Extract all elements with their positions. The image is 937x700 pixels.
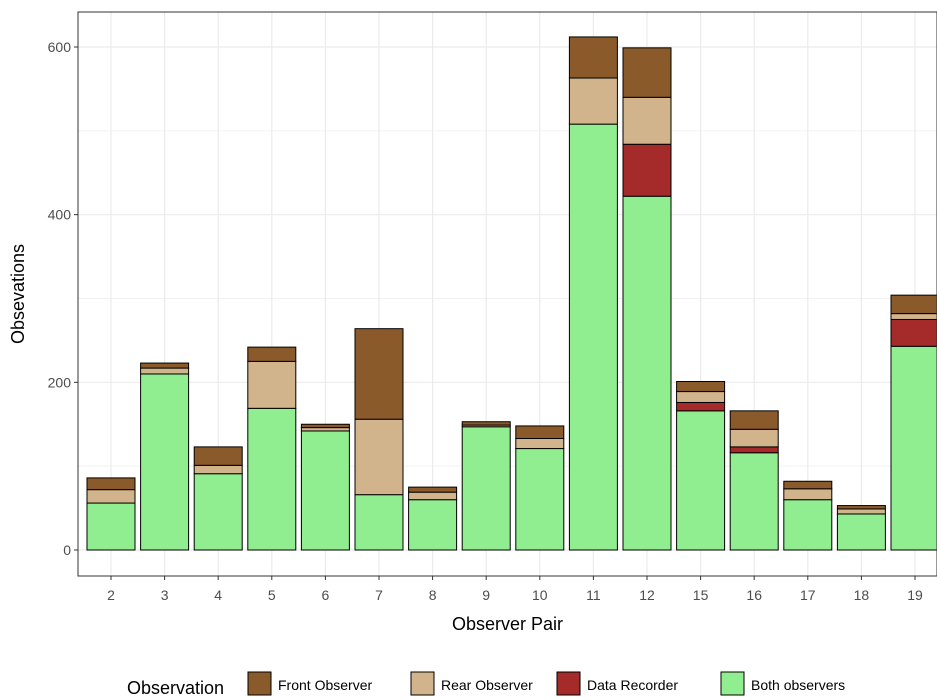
bar-segment-rear-observer (676, 391, 726, 403)
x-tick-label: 7 (375, 587, 383, 603)
x-tick-label: 12 (639, 587, 655, 603)
legend: Observation Front Observer Rear Observer D… (127, 671, 845, 698)
bar-segment-front-observer (408, 486, 458, 493)
bar-segment-data-recorder (729, 446, 779, 454)
y-tick-label: 200 (48, 374, 72, 390)
bar-segment-rear-observer (140, 367, 190, 375)
bar-segment-both-observers (515, 448, 565, 551)
x-tick-label: 10 (532, 587, 548, 603)
bar-segment-both-observers (729, 452, 779, 551)
bar-segment-both-observers (247, 407, 297, 551)
legend-key-front-observer (247, 671, 272, 696)
x-tick-label: 6 (322, 587, 330, 603)
bar-segment-rear-observer (515, 438, 565, 450)
bar-segment-front-observer (354, 328, 404, 420)
bar-segment-rear-observer (568, 77, 618, 125)
bar-segment-front-observer (729, 410, 779, 430)
bar-segment-data-recorder (676, 401, 726, 412)
bars (86, 36, 937, 551)
bar-segment-both-observers (300, 430, 350, 551)
x-tick-label: 19 (907, 587, 923, 603)
bar-segment-both-observers (783, 499, 833, 551)
x-tick-label: 3 (161, 587, 169, 603)
y-tick-label: 600 (48, 39, 72, 55)
x-axis: 2 3 4 5 6 7 8 9 10 11 12 15 16 17 18 19 (107, 576, 923, 603)
bar-segment-both-observers (461, 426, 511, 551)
x-tick-label: 8 (429, 587, 437, 603)
legend-label-both-observers: Both observers (751, 677, 845, 693)
bar-segment-front-observer (193, 446, 243, 466)
bar-segment-both-observers (193, 473, 243, 551)
legend-key-rear-observer (410, 671, 435, 696)
x-tick-label: 9 (482, 587, 490, 603)
y-axis-title: Obsevations (8, 244, 28, 344)
bar-segment-front-observer (86, 477, 136, 491)
bar-segment-both-observers (140, 373, 190, 551)
bar-segment-rear-observer (622, 96, 672, 145)
bar-segment-rear-observer (193, 464, 243, 475)
bar-segment-rear-observer (86, 489, 136, 504)
bar-segment-front-observer (783, 480, 833, 490)
bar-segment-rear-observer (354, 418, 404, 496)
y-tick-label: 0 (63, 542, 71, 558)
x-tick-label: 5 (268, 587, 276, 603)
x-tick-label: 16 (746, 587, 762, 603)
bar-segment-both-observers (568, 123, 618, 551)
bar-segment-rear-observer (836, 508, 886, 515)
bar-segment-front-observer (515, 425, 565, 440)
bar-segment-both-observers (890, 345, 937, 551)
bar-segment-front-observer (461, 421, 511, 426)
x-tick-label: 17 (800, 587, 816, 603)
legend-label-front-observer: Front Observer (278, 677, 372, 693)
bar-segment-both-observers (676, 410, 726, 551)
bar-segment-data-recorder (890, 318, 937, 347)
bar-segment-front-observer (622, 47, 672, 98)
legend-key-both-observers (720, 671, 745, 696)
x-axis-title: Observer Pair (452, 614, 563, 634)
bar-segment-both-observers (408, 499, 458, 551)
x-tick-label: 18 (854, 587, 870, 603)
bar-segment-rear-observer (300, 427, 350, 432)
x-tick-label: 11 (586, 587, 601, 603)
bar-segment-front-observer (676, 380, 726, 393)
bar-segment-both-observers (836, 513, 886, 551)
bar-segment-rear-observer (408, 491, 458, 501)
bar-segment-front-observer (300, 423, 350, 429)
legend-label-rear-observer: Rear Observer (441, 677, 533, 693)
legend-label-data-recorder: Data Recorder (587, 677, 678, 693)
bar-segment-rear-observer (783, 488, 833, 501)
y-axis: 0 200 400 600 (48, 39, 78, 558)
legend-key-data-recorder (556, 671, 581, 696)
bar-segment-front-observer (568, 36, 618, 79)
x-tick-label: 15 (693, 587, 709, 603)
x-tick-label: 4 (214, 587, 222, 603)
y-tick-label: 400 (48, 207, 72, 223)
bar-segment-front-observer (890, 294, 937, 315)
bar-segment-front-observer (836, 505, 886, 510)
legend-title: Observation (127, 678, 224, 698)
bar-segment-both-observers (622, 195, 672, 551)
bar-segment-rear-observer (729, 428, 779, 448)
bar-segment-front-observer (247, 346, 297, 362)
x-tick-label: 2 (107, 587, 115, 603)
bar-segment-rear-observer (247, 360, 297, 409)
bar-segment-front-observer (140, 362, 190, 369)
bar-segment-both-observers (354, 494, 404, 551)
bar-segment-rear-observer (890, 313, 937, 320)
plot-panel-border (77, 11, 937, 577)
bar-segment-both-observers (86, 502, 136, 551)
bar-segment-data-recorder (622, 143, 672, 197)
